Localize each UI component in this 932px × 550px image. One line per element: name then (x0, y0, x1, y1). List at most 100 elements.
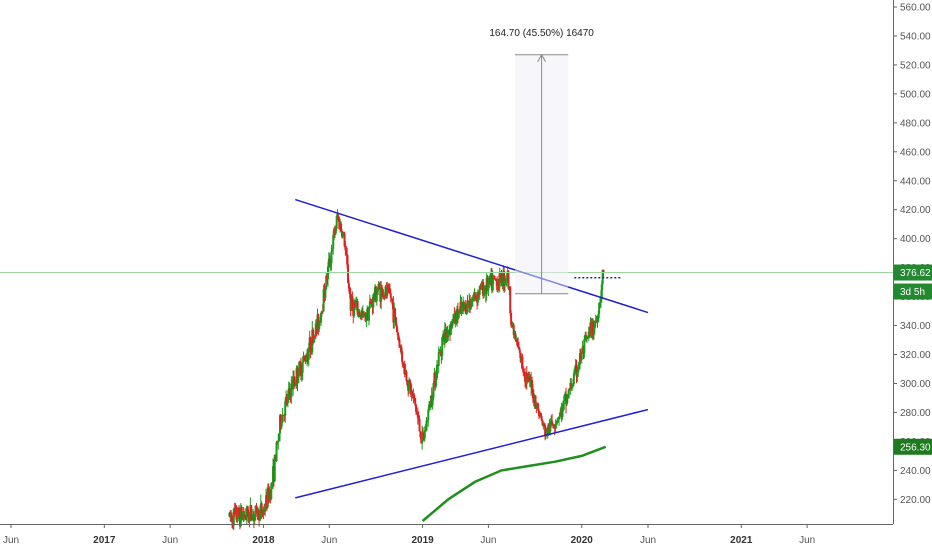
price-tick-label: 420.00 (900, 205, 931, 216)
candle (318, 316, 321, 333)
candle (319, 312, 322, 326)
candle-body (235, 506, 238, 520)
candle (292, 370, 295, 396)
candle (270, 482, 273, 501)
candle-body (549, 422, 552, 432)
candle-body (345, 250, 348, 255)
candle-body (599, 298, 602, 303)
candle-body (565, 394, 568, 405)
candle (587, 326, 590, 341)
candle-body (483, 289, 486, 297)
candle-body (423, 430, 426, 439)
candle-body (320, 310, 323, 314)
time-axis[interactable]: Jun 2017 Jun 2018 Jun 2019 Jun 2020 Jun 2021 Jun (0, 524, 893, 546)
trendlines (295, 198, 649, 499)
candle-body (451, 318, 454, 326)
price-tag-bg (894, 264, 932, 281)
candle-body (313, 336, 316, 343)
candle-body (375, 294, 378, 302)
candle-body (432, 383, 435, 398)
candle (570, 378, 573, 391)
trendline-lower[interactable] (295, 408, 649, 499)
candle-body (303, 356, 306, 359)
candle-body (248, 512, 251, 522)
candle-body (438, 352, 441, 354)
candle-body (435, 377, 438, 387)
candle-body (522, 368, 525, 373)
candle (284, 397, 287, 423)
candle (437, 346, 440, 374)
candle-body (381, 287, 384, 290)
price-axis-tag: 256.30 (894, 438, 932, 455)
candle-body (408, 380, 411, 391)
candle (521, 353, 524, 371)
candle-body (340, 223, 343, 231)
candle-body (378, 284, 381, 289)
price-axis[interactable]: 560.00 540.00 520.00 500.00 480.00 460.00 440.… (893, 0, 932, 524)
candle-body (583, 339, 586, 354)
candle-body (469, 301, 472, 309)
candle-body (425, 420, 428, 431)
candle-body (240, 506, 243, 519)
candle-body (507, 270, 510, 289)
candle-body (457, 313, 460, 318)
candle (526, 373, 529, 384)
candle (250, 505, 253, 522)
candle (416, 407, 419, 425)
candle-body (318, 320, 321, 330)
candle-body (431, 397, 434, 406)
candle (563, 394, 566, 410)
candle-body (403, 363, 406, 375)
candle (418, 415, 421, 432)
price-tick-label: 300.00 (900, 379, 931, 390)
candle-body (337, 215, 340, 219)
candle (408, 377, 411, 394)
candle-body (417, 417, 420, 419)
time-tick-label: Jun (162, 535, 178, 546)
trendline-upper[interactable] (295, 198, 649, 314)
candle-body (411, 390, 414, 396)
candle-body (580, 352, 583, 361)
candle-body (408, 380, 411, 384)
candle-body (245, 517, 248, 519)
candle-body (275, 442, 278, 462)
candle-body (386, 287, 389, 296)
candle-body (299, 362, 302, 364)
candle (537, 402, 540, 411)
candle-body (487, 282, 490, 290)
candle-body (424, 430, 427, 432)
candle (517, 337, 520, 348)
candle-body (555, 422, 558, 424)
candle (540, 413, 543, 422)
candle-body (388, 288, 391, 290)
candle (427, 407, 430, 427)
candle-body (495, 279, 498, 281)
candle-body (390, 297, 393, 299)
candle (314, 319, 317, 340)
candle-body (602, 269, 605, 273)
candle-body (500, 273, 503, 283)
candle-body (309, 337, 312, 351)
candle-body (469, 306, 472, 309)
candle-body (244, 514, 247, 518)
candle (254, 505, 257, 521)
candle-body (541, 420, 544, 426)
candle-body (362, 311, 365, 316)
candle-body (540, 416, 543, 421)
candle (231, 512, 234, 529)
candle-body (491, 278, 494, 291)
candle-body (251, 519, 254, 521)
candle (517, 341, 520, 350)
candle-body (238, 507, 241, 516)
candle (498, 267, 501, 293)
candle (405, 369, 408, 383)
candle (575, 359, 578, 384)
candle (238, 504, 241, 517)
candle (271, 482, 274, 490)
candle-body (301, 361, 304, 373)
candle-body (354, 305, 357, 308)
candle (280, 420, 283, 430)
candle-body (329, 263, 332, 266)
candle-body (391, 298, 394, 305)
